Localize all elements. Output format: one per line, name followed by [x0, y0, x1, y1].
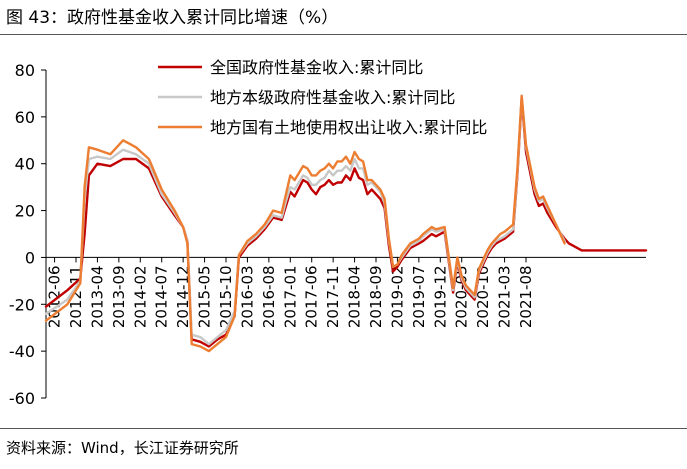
x-tick-label: 2016-08	[260, 265, 278, 328]
legend-label-2: 地方本级政府性基金收入:累计同比	[210, 88, 455, 107]
x-tick-label: 2019-02	[388, 265, 406, 328]
x-tick-label: 2019-12	[431, 265, 449, 328]
x-axis-ticks: 2012-06 2012-11 2013-04 2013-09 2014-02 2014-…	[46, 257, 535, 328]
x-tick-label: 2016-03	[238, 265, 256, 328]
x-tick-label: 2021-08	[517, 265, 535, 328]
figure-title: 图 43：政府性基金收入累计同比增速（%）	[6, 8, 339, 28]
x-tick-label: 2019-07	[410, 265, 428, 328]
x-tick-label: 2014-02	[131, 265, 149, 328]
y-tick-label: 0	[25, 248, 35, 267]
chart-legend: 全国政府性基金收入:累计同比地方本级政府性基金收入:累计同比地方国有土地使用权出…	[158, 58, 487, 137]
x-tick-label: 2017-06	[303, 265, 321, 328]
x-tick-label: 2014-12	[174, 265, 192, 328]
x-tick-label: 2013-09	[110, 265, 128, 328]
x-tick-label: 2020-05	[453, 265, 471, 328]
x-tick-label: 2017-11	[324, 265, 342, 328]
series-layer	[44, 94, 648, 353]
source-note: 资料来源：Wind，长江证券研究所	[6, 439, 239, 457]
bottom-divider	[0, 428, 687, 429]
x-tick-label: 2015-10	[217, 265, 235, 328]
x-tick-label: 2014-07	[153, 265, 171, 328]
top-divider	[0, 34, 687, 35]
x-tick-label: 2017-01	[281, 265, 299, 328]
x-tick-label: 2018-09	[367, 265, 385, 328]
legend-label-1: 全国政府性基金收入:累计同比	[210, 58, 423, 77]
y-tick-label: -40	[9, 342, 35, 361]
x-tick-label: 2018-04	[346, 265, 364, 328]
y-axis-ticks: 80 60 40 20 0 -20 -40 -60	[9, 61, 46, 408]
y-tick-label: 60	[15, 108, 35, 127]
legend-label-3: 地方国有土地使用权出让收入:累计同比	[210, 118, 487, 137]
x-tick-label: 2015-05	[196, 265, 214, 328]
y-tick-label: 40	[15, 155, 35, 174]
y-tick-label: -20	[9, 295, 35, 314]
y-tick-label: 80	[15, 61, 35, 80]
y-tick-label: 20	[15, 202, 35, 221]
x-tick-label: 2013-04	[88, 265, 106, 328]
x-tick-label: 2021-03	[496, 265, 514, 328]
y-tick-label: -60	[9, 389, 35, 408]
series-line-3	[44, 94, 566, 353]
